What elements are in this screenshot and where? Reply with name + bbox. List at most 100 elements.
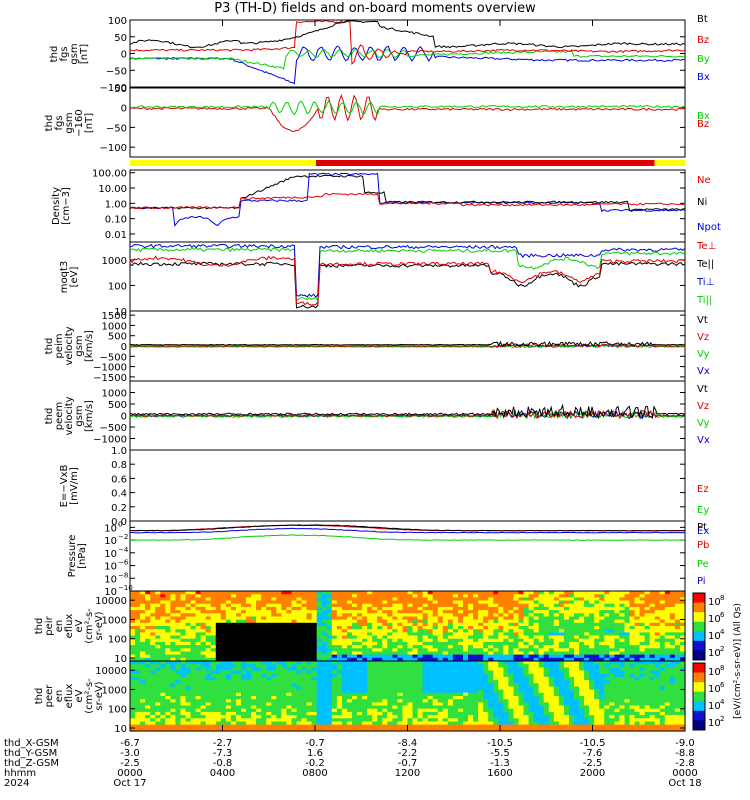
spectrogram-cell [523, 718, 530, 723]
spectrogram-cell [463, 724, 469, 729]
spectrogram-cell [362, 629, 368, 633]
spectrogram-cell [170, 632, 176, 637]
spectrogram-cell [402, 603, 409, 608]
spectrogram-cell [160, 676, 166, 681]
spectrogram-cell [498, 629, 504, 633]
spectrogram-cell [185, 689, 192, 694]
spectrogram-cell [135, 606, 141, 611]
spectrogram-cell [165, 686, 171, 691]
spectrogram-cell [215, 727, 222, 732]
spectrogram-cell [241, 654, 247, 659]
spectrogram-cell [412, 657, 419, 662]
spectrogram-cell [357, 645, 363, 649]
spectrogram-cell [498, 673, 504, 678]
spectrogram-cell [407, 638, 414, 643]
spectrogram-cell [382, 721, 388, 726]
spectrogram-cell [452, 667, 459, 672]
spectrogram-cell [397, 702, 403, 707]
spectrogram-cell [553, 591, 560, 595]
spectrogram-cell [311, 591, 318, 595]
spectrogram-cell [528, 673, 535, 678]
spectrogram-cell [321, 651, 328, 656]
spectrogram-cell [230, 721, 237, 726]
spectrogram-cell [649, 657, 656, 662]
spectrogram-cell [458, 721, 464, 726]
spectrogram-cell [639, 670, 646, 675]
spectrogram-cell [437, 641, 444, 646]
spectrogram-cell [427, 676, 434, 681]
spectrogram-cell [553, 670, 560, 675]
spectrogram-cell [220, 641, 227, 646]
spectrogram-cell [341, 629, 348, 633]
spectrogram-cell [256, 661, 262, 665]
spectrogram-cell [579, 715, 585, 719]
spectrogram-cell [654, 626, 661, 630]
spectrogram-cell [291, 622, 298, 627]
spectrogram-cell [155, 610, 161, 614]
spectrogram-cell [654, 708, 661, 713]
spectrogram-cell [458, 724, 464, 729]
spectrogram-cell [205, 635, 212, 640]
spectrogram-cell [402, 680, 409, 684]
spectrogram-cell [553, 664, 560, 668]
spectrogram-cell [402, 721, 409, 726]
spectrogram-cell [246, 657, 252, 662]
spectrogram-cell [538, 667, 545, 672]
spectrogram-cell [341, 670, 348, 675]
spectrogram-cell [548, 641, 555, 646]
spectrogram-cell [236, 683, 242, 688]
spectrogram-cell [190, 673, 197, 678]
spectrogram-cell [528, 600, 535, 605]
spectrogram-cell [634, 600, 641, 605]
spectrogram-cell [538, 680, 545, 684]
spectrogram-cell [347, 715, 353, 719]
spectrogram-cell [518, 680, 525, 684]
spectrogram-cell [458, 591, 464, 595]
spectrogram-cell [584, 680, 590, 684]
spectrogram-cell [281, 705, 287, 710]
spectrogram-cell [417, 629, 424, 633]
spectrogram-cell [579, 651, 585, 656]
spectrogram-cell [447, 638, 454, 643]
spectrogram-cell [442, 654, 449, 659]
spectrogram-cell [473, 613, 479, 618]
spectrogram-cell [150, 664, 156, 668]
spectrogram-cell [301, 632, 308, 637]
spectrogram-cell [558, 680, 565, 684]
spectrogram-cell [609, 651, 615, 656]
spectrogram-cell [251, 638, 257, 643]
spectrogram-cell [644, 667, 651, 672]
spectrogram-cell [165, 670, 171, 675]
spectrogram-cell [321, 670, 328, 675]
spectrogram-cell [165, 683, 171, 688]
spectrogram-cell [563, 632, 570, 637]
spectrogram-cell [680, 657, 686, 662]
spectrogram-cell [634, 661, 641, 665]
spectrogram-cell [589, 689, 595, 694]
spectrogram-cell [468, 635, 474, 640]
spectrogram-cell [508, 641, 514, 646]
spectrogram-cell [579, 711, 585, 716]
spectrogram-cell [180, 610, 187, 614]
spectrogram-cell [437, 727, 444, 732]
y-tick-label: −500 [100, 423, 127, 434]
spectrogram-cell [241, 686, 247, 691]
spectrogram-cell [488, 648, 494, 653]
spectrogram-cell [367, 670, 373, 675]
spectrogram-cell [402, 670, 409, 675]
spectrogram-cell [609, 702, 615, 707]
spectrogram-cell [200, 692, 207, 697]
spectrogram-cell [639, 667, 646, 672]
y-tick-label: −500 [100, 352, 127, 363]
spectrogram-cell [170, 619, 176, 624]
spectrogram-cell [669, 648, 676, 653]
spectrogram-cell [407, 597, 414, 602]
spectrogram-cell [281, 670, 287, 675]
spectrogram-cell [669, 670, 676, 675]
spectrogram-cell [659, 692, 666, 697]
spectrogram-cell [493, 696, 499, 700]
spectrogram-cell [674, 683, 681, 688]
spectrogram-cell [286, 727, 292, 732]
spectrogram-cell [503, 715, 509, 719]
spectrogram-cell [372, 686, 378, 691]
